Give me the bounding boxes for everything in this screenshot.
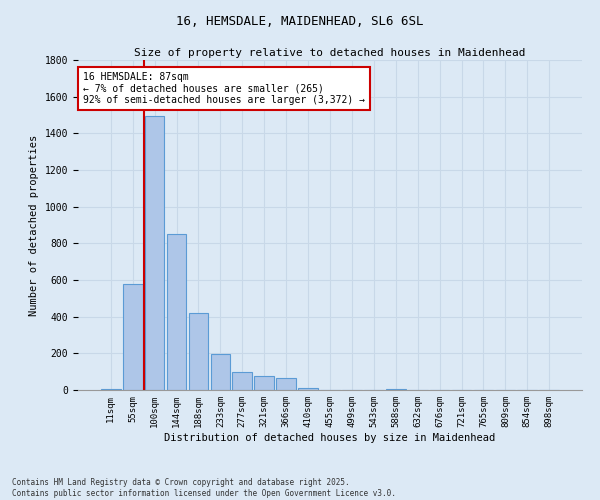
Bar	[145, 116, 164, 390]
Bar	[167, 234, 187, 390]
Bar	[188, 314, 208, 390]
Text: 16 HEMSDALE: 87sqm
← 7% of detached houses are smaller (265)
92% of semi-detache: 16 HEMSDALE: 87sqm ← 7% of detached hous…	[83, 72, 365, 105]
Bar	[101, 389, 121, 390]
Bar	[232, 372, 252, 390]
Bar	[276, 378, 296, 390]
Bar	[123, 284, 143, 390]
Bar	[298, 388, 318, 390]
Bar	[254, 376, 274, 390]
Text: Contains HM Land Registry data © Crown copyright and database right 2025.
Contai: Contains HM Land Registry data © Crown c…	[12, 478, 396, 498]
Text: 16, HEMSDALE, MAIDENHEAD, SL6 6SL: 16, HEMSDALE, MAIDENHEAD, SL6 6SL	[176, 15, 424, 28]
Y-axis label: Number of detached properties: Number of detached properties	[29, 134, 39, 316]
Bar	[211, 354, 230, 390]
Title: Size of property relative to detached houses in Maidenhead: Size of property relative to detached ho…	[134, 48, 526, 58]
X-axis label: Distribution of detached houses by size in Maidenhead: Distribution of detached houses by size …	[164, 432, 496, 442]
